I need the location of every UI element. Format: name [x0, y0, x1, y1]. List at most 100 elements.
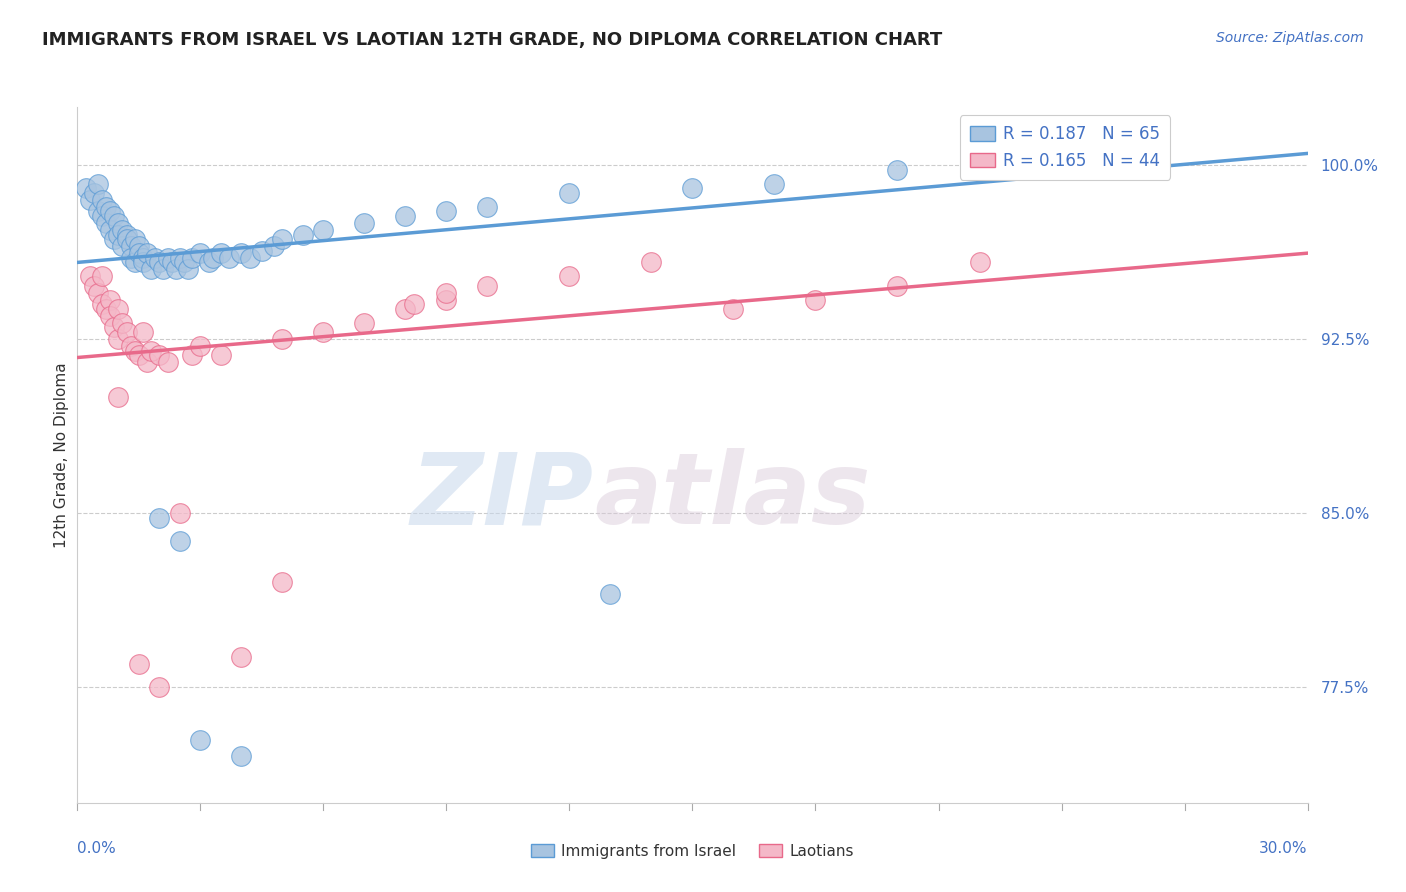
- Point: [107, 332, 129, 346]
- Point: [115, 232, 138, 246]
- Point: [436, 204, 458, 219]
- Point: [136, 355, 159, 369]
- Point: [87, 204, 110, 219]
- Point: [141, 262, 163, 277]
- Point: [124, 343, 146, 358]
- Point: [115, 325, 138, 339]
- Point: [197, 255, 219, 269]
- Point: [188, 246, 212, 260]
- Text: atlas: atlas: [595, 448, 870, 545]
- Point: [263, 239, 285, 253]
- Point: [94, 200, 117, 214]
- Point: [353, 316, 375, 330]
- Point: [271, 575, 294, 590]
- Point: [181, 348, 204, 362]
- Point: [436, 285, 458, 300]
- Point: [886, 162, 908, 177]
- Text: IMMIGRANTS FROM ISRAEL VS LAOTIAN 12TH GRADE, NO DIPLOMA CORRELATION CHART: IMMIGRANTS FROM ISRAEL VS LAOTIAN 12TH G…: [42, 31, 942, 49]
- Point: [90, 297, 114, 311]
- Point: [148, 510, 170, 524]
- Point: [120, 251, 142, 265]
- Text: ZIP: ZIP: [411, 448, 595, 545]
- Point: [969, 158, 991, 172]
- Point: [152, 262, 174, 277]
- Point: [111, 239, 134, 253]
- Point: [128, 657, 150, 671]
- Point: [804, 293, 827, 307]
- Point: [103, 232, 125, 246]
- Point: [98, 309, 121, 323]
- Point: [291, 227, 314, 242]
- Point: [640, 255, 662, 269]
- Point: [132, 255, 155, 269]
- Point: [136, 246, 159, 260]
- Point: [107, 301, 129, 316]
- Point: [115, 227, 138, 242]
- Point: [87, 177, 110, 191]
- Text: 0.0%: 0.0%: [77, 841, 117, 856]
- Y-axis label: 12th Grade, No Diploma: 12th Grade, No Diploma: [53, 362, 69, 548]
- Point: [103, 209, 125, 223]
- Point: [143, 251, 166, 265]
- Point: [477, 278, 499, 293]
- Point: [128, 239, 150, 253]
- Point: [231, 246, 253, 260]
- Point: [111, 223, 134, 237]
- Point: [201, 251, 224, 265]
- Point: [79, 269, 101, 284]
- Point: [141, 343, 163, 358]
- Point: [90, 209, 114, 223]
- Point: [128, 348, 150, 362]
- Point: [394, 301, 416, 316]
- Point: [477, 200, 499, 214]
- Point: [271, 332, 294, 346]
- Point: [90, 193, 114, 207]
- Point: [132, 251, 155, 265]
- Point: [120, 239, 142, 253]
- Point: [188, 733, 212, 747]
- Point: [128, 246, 150, 260]
- Point: [394, 209, 416, 223]
- Point: [107, 390, 129, 404]
- Point: [94, 301, 117, 316]
- Point: [353, 216, 375, 230]
- Point: [250, 244, 273, 258]
- Point: [75, 181, 97, 195]
- Point: [90, 269, 114, 284]
- Point: [271, 232, 294, 246]
- Point: [169, 251, 191, 265]
- Point: [209, 348, 232, 362]
- Point: [98, 204, 121, 219]
- Point: [124, 232, 146, 246]
- Point: [763, 177, 786, 191]
- Point: [107, 227, 129, 242]
- Legend: R = 0.187   N = 65, R = 0.165   N = 44: R = 0.187 N = 65, R = 0.165 N = 44: [960, 115, 1170, 179]
- Point: [107, 216, 129, 230]
- Point: [599, 587, 621, 601]
- Point: [132, 325, 155, 339]
- Point: [231, 649, 253, 664]
- Point: [231, 749, 253, 764]
- Point: [169, 506, 191, 520]
- Point: [148, 255, 170, 269]
- Point: [156, 355, 179, 369]
- Point: [148, 680, 170, 694]
- Point: [312, 325, 335, 339]
- Point: [218, 251, 240, 265]
- Point: [169, 533, 191, 548]
- Point: [173, 255, 195, 269]
- Point: [103, 320, 125, 334]
- Point: [156, 251, 179, 265]
- Point: [148, 348, 170, 362]
- Point: [558, 269, 581, 284]
- Point: [969, 255, 991, 269]
- Point: [312, 223, 335, 237]
- Point: [160, 255, 183, 269]
- Point: [181, 251, 204, 265]
- Point: [436, 293, 458, 307]
- Text: Source: ZipAtlas.com: Source: ZipAtlas.com: [1216, 31, 1364, 45]
- Point: [209, 246, 232, 260]
- Point: [94, 216, 117, 230]
- Point: [83, 186, 105, 200]
- Point: [124, 255, 146, 269]
